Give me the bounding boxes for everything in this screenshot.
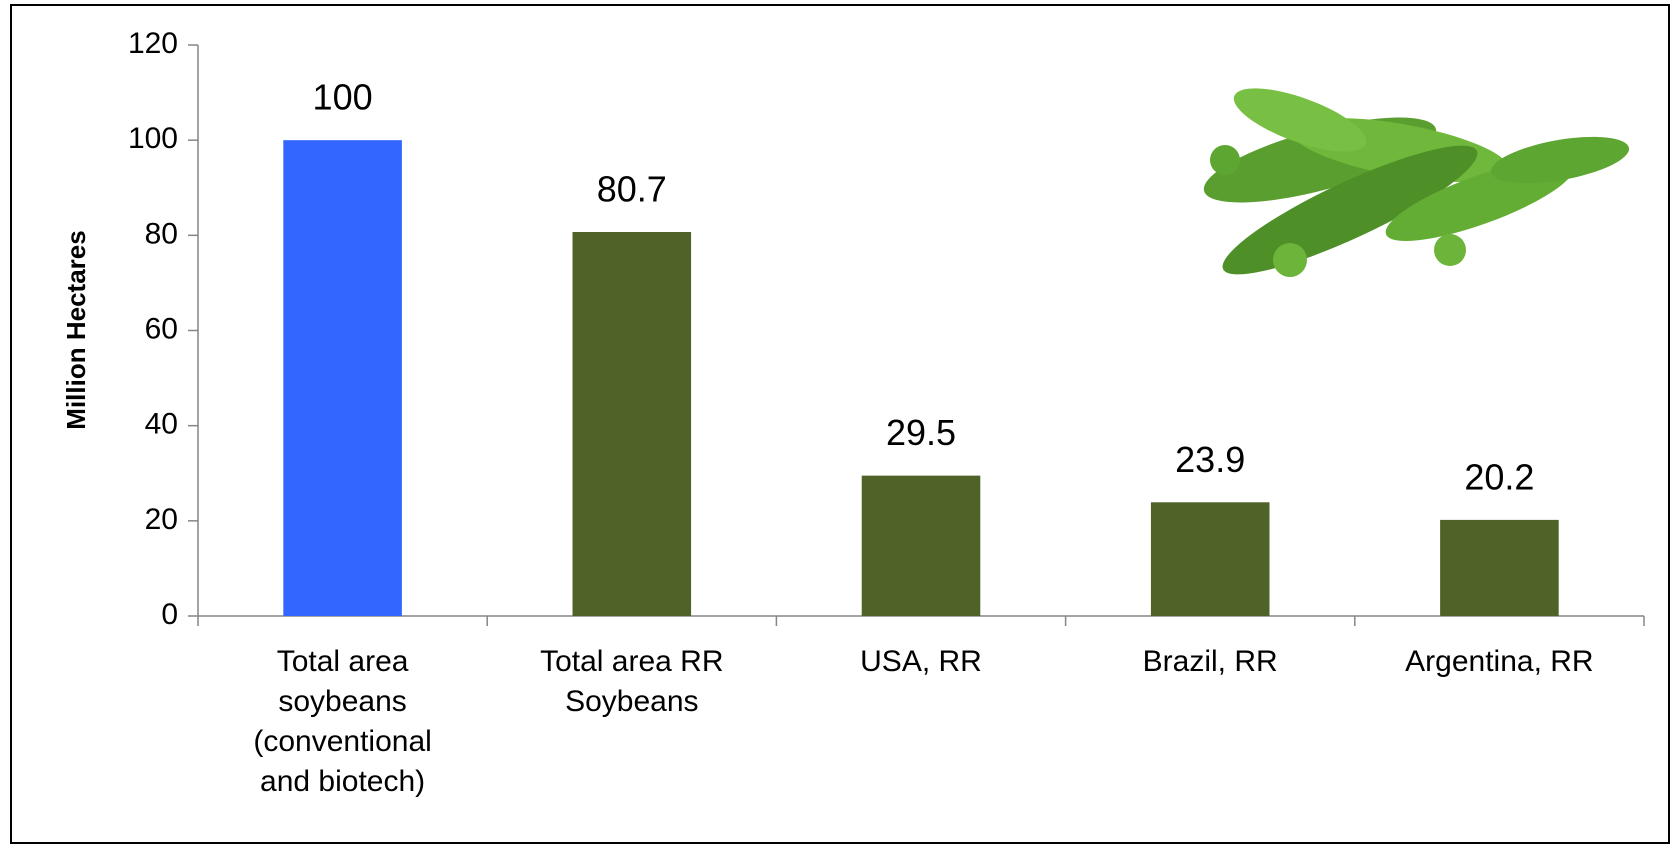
x-tick-label: Brazil, RR xyxy=(1106,642,1314,682)
x-tick-label: Argentina, RR xyxy=(1395,642,1603,682)
data-label: 23.9 xyxy=(1175,439,1245,480)
data-label: 80.7 xyxy=(597,169,667,210)
chart-frame: Million Hectares 0 20 40 60 80 100 120 100 80.7 2… xyxy=(0,0,1679,849)
bar xyxy=(573,232,692,616)
x-tick-label: USA, RR xyxy=(817,642,1025,682)
data-label: 20.2 xyxy=(1464,456,1534,497)
y-tick-label: 20 xyxy=(145,503,178,536)
y-tick-label: 80 xyxy=(145,217,178,250)
y-tick-label: 40 xyxy=(145,408,178,441)
soybean-image xyxy=(1196,75,1632,294)
y-tick-label: 60 xyxy=(145,312,178,345)
y-tick-label: 120 xyxy=(128,27,178,60)
bar xyxy=(283,140,402,616)
bar xyxy=(1440,520,1559,616)
y-tick-label: 100 xyxy=(128,122,178,155)
y-axis-title: Million Hectares xyxy=(61,230,91,429)
data-label: 29.5 xyxy=(886,412,956,453)
x-tick-label: Total area RR Soybeans xyxy=(528,642,736,722)
data-label: 100 xyxy=(313,77,373,118)
bar xyxy=(862,476,981,616)
bar xyxy=(1151,502,1270,616)
x-tick-label: Total area soybeans (conventional and bi… xyxy=(238,642,446,802)
y-tick-label: 0 xyxy=(161,598,178,631)
